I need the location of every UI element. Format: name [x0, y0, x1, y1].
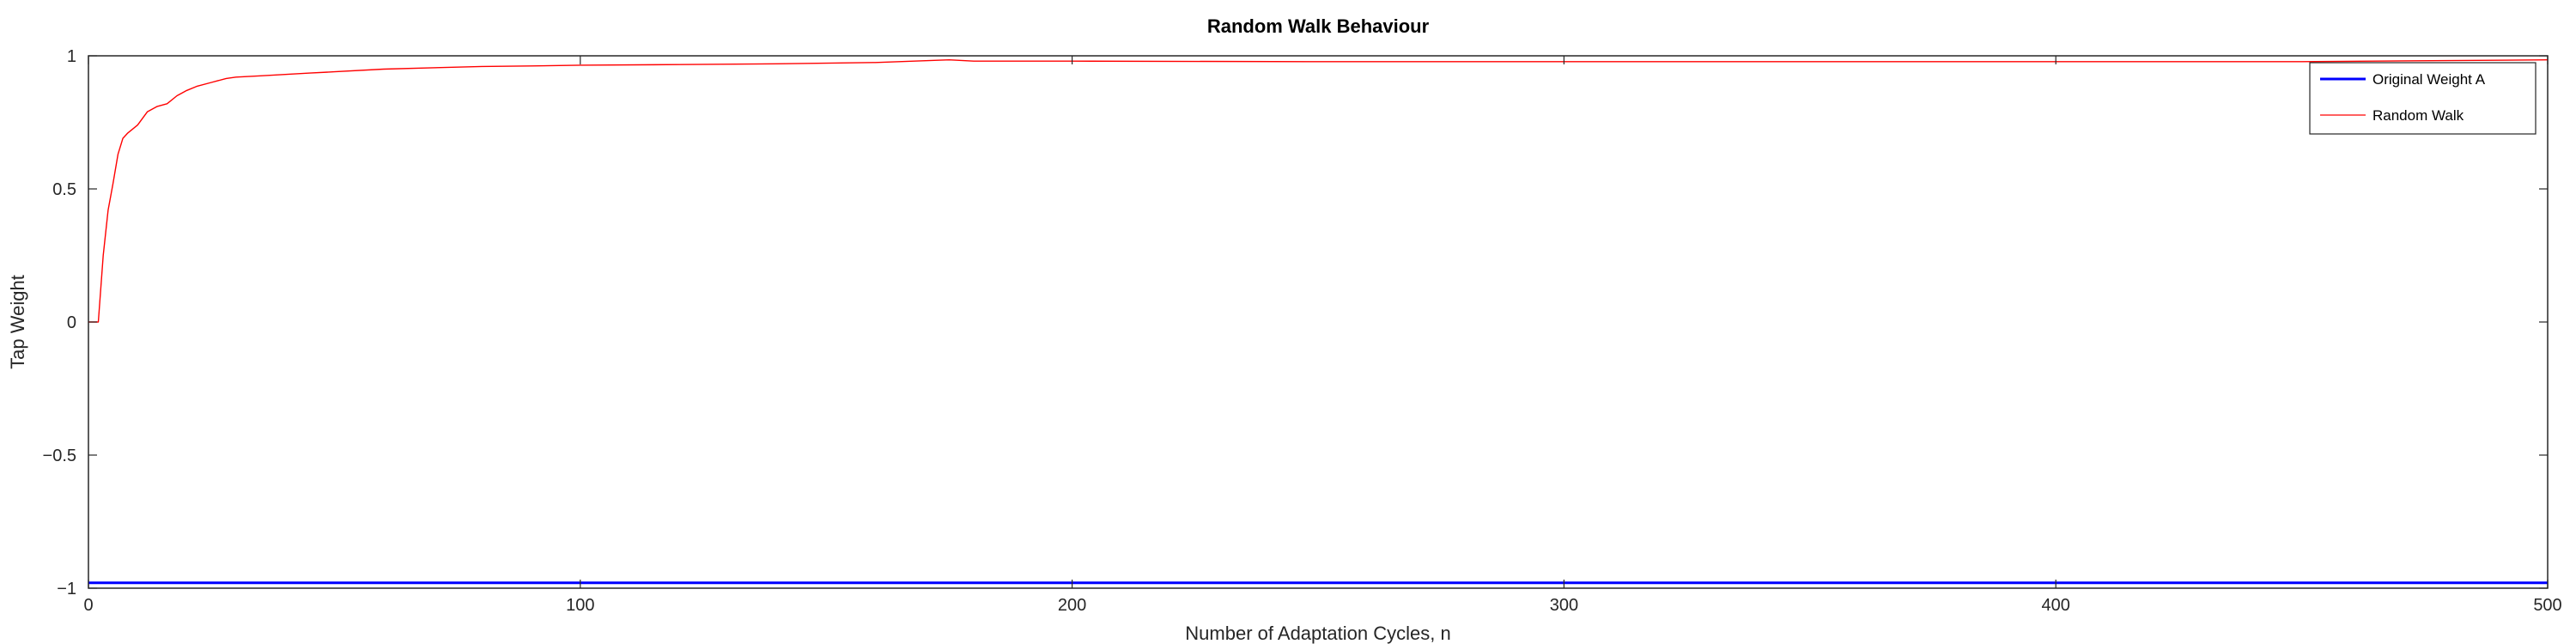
y-tick-label: 0.5	[52, 180, 76, 199]
x-tick-label: 200	[1058, 596, 1086, 615]
x-tick-label: 500	[2533, 596, 2561, 615]
chart-title: Random Walk Behaviour	[1207, 15, 1430, 37]
plot-area-frame	[88, 55, 2549, 589]
legend: Original Weight A Random Walk	[2309, 62, 2537, 135]
y-tick-label: −1	[57, 580, 76, 598]
x-tick-label: 400	[2042, 596, 2070, 615]
y-tick-label: 0	[67, 313, 76, 332]
series-layer	[88, 58, 2549, 585]
y-tick-label: 1	[67, 47, 76, 66]
x-axis-label: Number of Adaptation Cycles, n	[1185, 623, 1450, 644]
y-tick-label: −0.5	[43, 447, 76, 465]
series-line-random-walk	[88, 58, 2549, 323]
legend-label-original-weight-a: Original Weight A	[2372, 71, 2486, 88]
x-tick-label: 100	[566, 596, 594, 615]
x-tick-label: 0	[83, 596, 93, 615]
x-tick-label: 300	[1550, 596, 1578, 615]
y-axis-label: Tap Weight	[7, 275, 28, 369]
axis-ticks: 0 100 200 300 400 500 −1 −0.5 0 0.5 1	[43, 47, 2562, 615]
legend-box	[2309, 62, 2537, 135]
legend-label-random-walk: Random Walk	[2372, 107, 2464, 124]
